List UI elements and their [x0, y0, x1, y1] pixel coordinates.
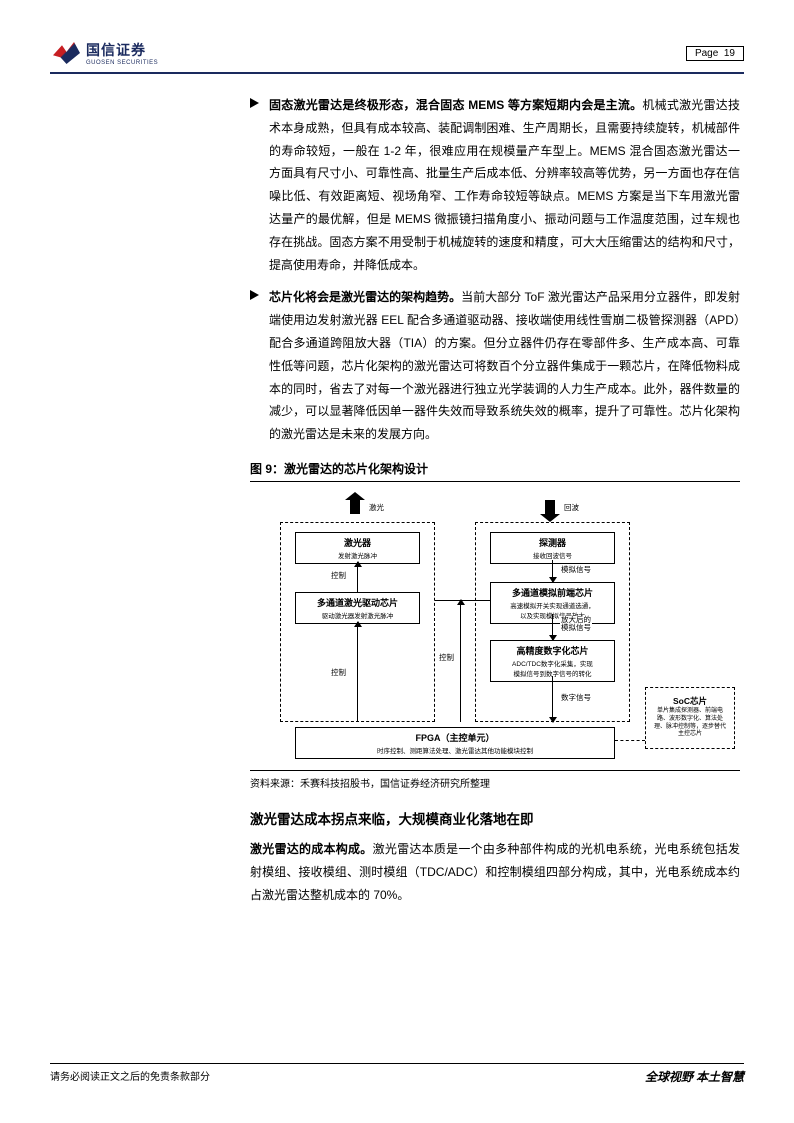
control-label: 控制	[330, 667, 347, 678]
control-label: 控制	[330, 570, 347, 581]
company-name-cn: 国信证券	[86, 40, 158, 60]
bullet-body: 机械式激光雷达技术本身成熟，但具有成本较高、装配调制困难、生产周期长，且需要持续…	[269, 98, 740, 272]
page-number: Page 19	[686, 46, 744, 61]
digital-label: 数字信号	[560, 692, 592, 703]
control-label: 控制	[438, 652, 455, 663]
logo-icon	[50, 42, 80, 64]
arrow-icon	[357, 622, 358, 722]
arrow-down-icon	[545, 500, 555, 514]
bullet-lead: 固态激光雷达是终极形态，混合固态 MEMS 等方案短期内会是主流。	[269, 98, 642, 112]
arrow-icon	[460, 600, 461, 722]
bullet-arrow-icon	[250, 290, 259, 300]
bullet-arrow-icon	[250, 98, 259, 108]
amp-analog-label: 放大后的 模拟信号	[560, 616, 592, 633]
arrow-icon	[357, 562, 358, 592]
bullet-item: 固态激光雷达是终极形态，混合固态 MEMS 等方案短期内会是主流。机械式激光雷达…	[250, 94, 740, 276]
arrow-icon	[552, 614, 553, 640]
soc-node: SoC芯片 单片集成探测器、前端电路、波形数字化、算法处理、脉冲控制等，逐步替代…	[650, 692, 730, 742]
analog-label: 模拟信号	[560, 564, 592, 575]
logo: 国信证券 GUOSEN SECURITIES	[50, 40, 158, 66]
footer-slogan: 全球视野 本土智慧	[645, 1068, 744, 1085]
bullet-item: 芯片化将会是激光雷达的架构趋势。当前大部分 ToF 激光雷达产品采用分立器件，即…	[250, 286, 740, 446]
architecture-diagram: 激光 回波 激光器 发射激光脉冲 多通道激光驱动芯片 驱动激光器发射激光脉冲 探…	[250, 492, 740, 762]
bullet-lead: 芯片化将会是激光雷达的架构趋势。	[269, 290, 461, 304]
echo-in-label: 回波	[563, 502, 580, 513]
paragraph: 固态激光雷达是终极形态，混合固态 MEMS 等方案短期内会是主流。机械式激光雷达…	[269, 94, 740, 276]
laser-out-label: 激光	[368, 502, 385, 513]
content-column: 固态激光雷达是终极形态，混合固态 MEMS 等方案短期内会是主流。机械式激光雷达…	[250, 94, 740, 906]
bullet-body: 当前大部分 ToF 激光雷达产品采用分立器件，即发射端使用边发射激光器 EEL …	[269, 290, 740, 441]
arrow-icon	[552, 676, 553, 722]
arrow-up-icon	[350, 500, 360, 514]
laser-node: 激光器 发射激光脉冲	[295, 532, 420, 564]
driver-node: 多通道激光驱动芯片 驱动激光器发射激光脉冲	[295, 592, 420, 624]
fpga-node: FPGA（主控单元） 时序控制、测距算法处理、激光雷达其他功能模块控制	[295, 727, 615, 759]
page-header: 国信证券 GUOSEN SECURITIES Page 19	[50, 40, 744, 74]
paragraph: 芯片化将会是激光雷达的架构趋势。当前大部分 ToF 激光雷达产品采用分立器件，即…	[269, 286, 740, 446]
dash-line-icon	[615, 740, 645, 741]
figure-title: 图 9：激光雷达的芯片化架构设计	[250, 460, 740, 482]
paragraph: 激光雷达的成本构成。激光雷达本质是一个由多种部件构成的光机电系统，光电系统包括发…	[250, 838, 740, 906]
company-name-en: GUOSEN SECURITIES	[86, 60, 158, 66]
figure-source: 资料来源：禾赛科技招股书，国信证券经济研究所整理	[250, 770, 740, 790]
page-footer: 请务必阅读正文之后的免责条款部分 全球视野 本土智慧	[50, 1063, 744, 1085]
footer-disclaimer: 请务必阅读正文之后的免责条款部分	[50, 1068, 210, 1085]
arrow-icon	[552, 560, 553, 582]
para-lead: 激光雷达的成本构成。	[250, 842, 373, 856]
section-heading: 激光雷达成本拐点来临，大规模商业化落地在即	[250, 808, 740, 828]
